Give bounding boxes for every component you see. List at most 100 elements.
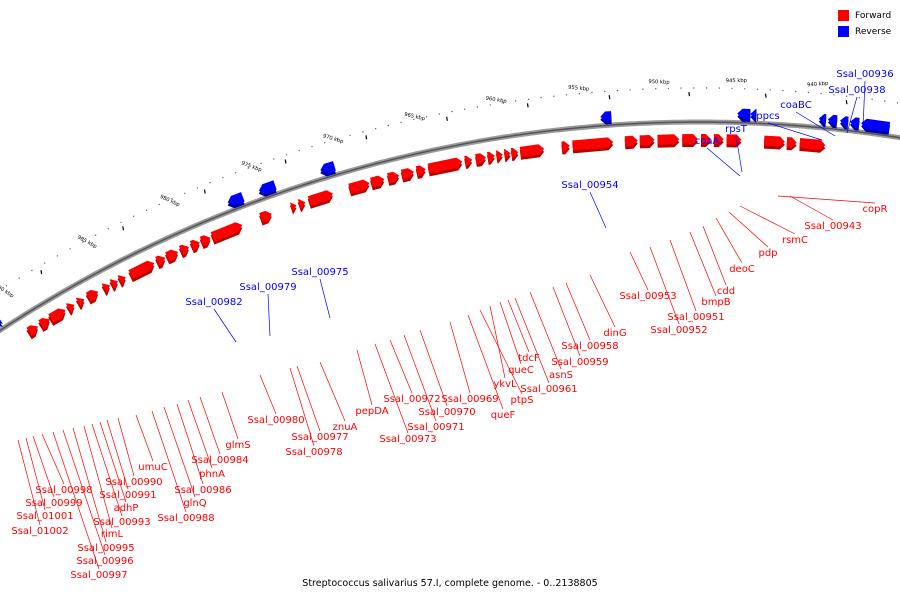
forward-feature[interactable] [297,199,306,212]
forward-gene-label-ptps[interactable]: ptpS [511,395,534,406]
forward-feature[interactable] [210,222,243,245]
reverse-gene-label-coabc[interactable]: coaBC [780,100,811,111]
forward-feature[interactable] [503,149,511,163]
forward-feature[interactable] [85,289,99,305]
forward-feature[interactable] [682,134,698,148]
forward-gene-label-ssal-00978[interactable]: Ssal_00978 [285,447,342,458]
forward-gene-label-tdcf[interactable]: tdcF [518,353,540,364]
forward-gene-label-ssal-01001[interactable]: Ssal_01001 [16,511,73,522]
forward-feature[interactable] [786,137,797,151]
forward-feature[interactable] [510,147,519,162]
forward-gene-label-ssal-00995[interactable]: Ssal_00995 [77,543,134,554]
forward-gene-label-ykvl[interactable]: ykvL [493,379,517,390]
reverse-gene-label-ssal-00936[interactable]: Ssal_00936 [836,69,893,80]
forward-gene-label-ssal-00999[interactable]: Ssal_00999 [25,498,82,509]
forward-gene-label-ssal-00980[interactable]: Ssal_00980 [247,415,304,426]
forward-feature[interactable] [199,235,211,249]
forward-feature[interactable] [400,168,414,183]
forward-feature[interactable] [128,260,155,283]
reverse-gene-label-ssal-00954[interactable]: Ssal_00954 [561,180,618,191]
reverse-gene-label-ssal-00979[interactable]: Ssal_00979 [239,282,296,293]
forward-gene-label-ssal-00970[interactable]: Ssal_00970 [418,407,475,418]
forward-gene-label-ssal-00986[interactable]: Ssal_00986 [174,485,231,496]
forward-gene-label-znua[interactable]: znuA [333,422,358,433]
forward-feature[interactable] [639,135,655,149]
reverse-feature[interactable] [861,118,891,135]
forward-gene-label-ssal-00991[interactable]: Ssal_00991 [99,490,156,501]
forward-gene-label-glnq[interactable]: glnQ [183,498,206,509]
forward-gene-label-phna[interactable]: phnA [199,469,225,480]
forward-feature[interactable] [117,275,126,288]
forward-gene-label-ssal-00973[interactable]: Ssal_00973 [379,434,436,445]
reverse-gene-label-ssal-00938[interactable]: Ssal_00938 [828,85,885,96]
forward-gene-label-riml[interactable]: rimL [101,529,124,540]
forward-gene-label-ssal-00998[interactable]: Ssal_00998 [35,485,92,496]
forward-gene-label-ssal-00943[interactable]: Ssal_00943 [804,221,861,232]
reverse-feature[interactable] [840,116,849,130]
forward-gene-label-umuc[interactable]: umuC [138,462,167,473]
forward-gene-label-deoc[interactable]: deoC [729,264,755,275]
reverse-gene-label-coaa[interactable]: coaA [695,136,720,147]
forward-gene-label-ssal-00993[interactable]: Ssal_00993 [93,517,150,528]
forward-gene-label-ssal-00996[interactable]: Ssal_00996 [76,556,133,567]
reverse-gene-label-ssal-00975[interactable]: Ssal_00975 [291,267,348,278]
forward-gene-label-ssal-00977[interactable]: Ssal_00977 [291,432,348,443]
forward-feature[interactable] [109,279,118,292]
reverse-feature[interactable] [0,315,3,327]
forward-gene-label-quef[interactable]: queF [491,410,516,421]
forward-feature[interactable] [289,202,297,215]
forward-feature[interactable] [101,283,110,296]
reverse-feature[interactable] [600,111,612,125]
forward-feature[interactable] [713,134,724,148]
forward-feature[interactable] [799,138,826,153]
forward-feature[interactable] [572,137,614,154]
forward-feature[interactable] [657,134,680,148]
forward-gene-label-bmpb[interactable]: bmpB [701,297,730,308]
reverse-feature[interactable] [750,109,757,123]
forward-feature[interactable] [561,141,570,155]
forward-feature[interactable] [387,171,400,186]
forward-gene-label-ssal-00952[interactable]: Ssal_00952 [650,325,707,336]
forward-gene-label-ssal-00972[interactable]: Ssal_00972 [383,394,440,405]
forward-gene-label-cdd[interactable]: cdd [717,286,735,297]
forward-feature[interactable] [307,190,333,209]
forward-gene-label-ssal-00951[interactable]: Ssal_00951 [667,312,724,323]
forward-feature[interactable] [348,179,370,197]
forward-feature[interactable] [519,144,545,160]
reverse-gene-label-ssal-00982[interactable]: Ssal_00982 [185,297,242,308]
forward-gene-label-ssal-00990[interactable]: Ssal_00990 [105,477,162,488]
forward-feature[interactable] [178,244,189,259]
forward-feature[interactable] [75,297,85,310]
forward-gene-label-ssal-00958[interactable]: Ssal_00958 [561,341,618,352]
forward-feature[interactable] [189,239,200,254]
forward-feature[interactable] [624,135,638,150]
forward-gene-label-ssal-00997[interactable]: Ssal_00997 [70,570,127,581]
forward-gene-label-ssal-00959[interactable]: Ssal_00959 [551,357,608,368]
forward-gene-label-copr[interactable]: copR [863,204,888,215]
reverse-feature[interactable] [320,161,336,177]
forward-gene-label-pepda[interactable]: pepDA [355,406,388,417]
forward-gene-label-ssal-00953[interactable]: Ssal_00953 [619,291,676,302]
forward-feature[interactable] [495,150,503,164]
forward-feature[interactable] [763,135,785,150]
reverse-feature[interactable] [850,117,860,131]
reverse-gene-label-ppcs[interactable]: ppcs [756,111,779,122]
forward-gene-label-rsmc[interactable]: rsmC [782,235,808,246]
forward-feature[interactable] [38,318,50,332]
reverse-feature[interactable] [827,114,838,129]
forward-gene-label-ssal-00971[interactable]: Ssal_00971 [407,422,464,433]
forward-feature[interactable] [475,153,486,167]
forward-feature[interactable] [427,157,463,177]
forward-feature[interactable] [48,308,66,326]
forward-feature[interactable] [66,303,75,316]
forward-feature[interactable] [701,134,711,147]
reverse-feature[interactable] [258,180,277,197]
forward-feature[interactable] [165,249,178,265]
forward-gene-label-ssal-00984[interactable]: Ssal_00984 [191,455,248,466]
forward-feature[interactable] [259,210,272,226]
forward-gene-label-asns[interactable]: asnS [549,370,573,381]
forward-gene-label-quec[interactable]: queC [508,365,534,376]
forward-feature[interactable] [370,175,385,191]
forward-feature[interactable] [26,325,38,340]
forward-feature[interactable] [464,155,473,169]
